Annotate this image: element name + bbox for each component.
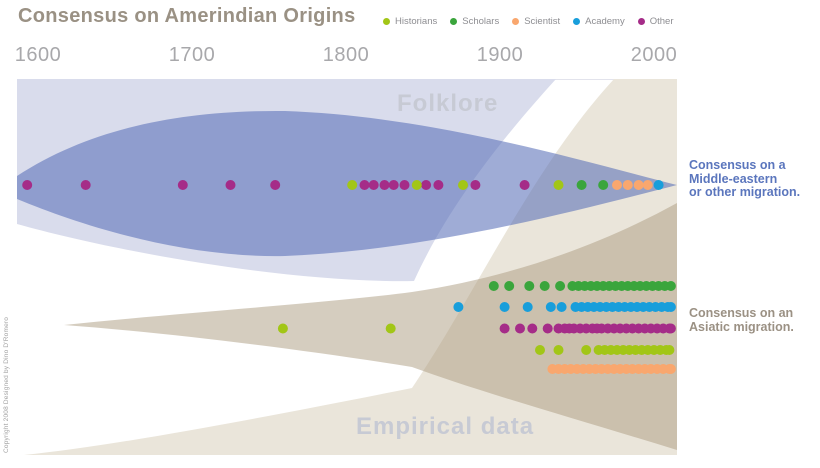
data-point-other xyxy=(270,180,281,190)
annotation-line: Consensus on a xyxy=(689,158,786,172)
data-point-other xyxy=(527,323,538,334)
legend-dot-icon xyxy=(512,18,520,25)
annotation-line: Middle-eastern xyxy=(689,171,778,186)
legend-item-historians: Historians xyxy=(383,16,437,27)
data-point-other xyxy=(470,180,481,190)
legend-item-scientist: Scientist xyxy=(512,16,560,27)
data-point-scholars xyxy=(598,180,609,190)
data-points-layer xyxy=(22,180,676,374)
legend-label: Scholars xyxy=(462,16,500,27)
data-point-historians xyxy=(664,345,675,355)
data-point-academy xyxy=(522,302,533,312)
empirical-band-label: Empirical data xyxy=(356,413,535,440)
data-point-academy xyxy=(499,302,510,312)
legend-item-scholars: Scholars xyxy=(450,16,499,27)
data-point-historians xyxy=(553,180,564,190)
asiatic-consensus-label: Consensus on an Asiatic migration. xyxy=(689,306,794,334)
data-point-other xyxy=(519,180,530,190)
data-point-other xyxy=(388,180,399,190)
axis-tick-1800: 1800 xyxy=(322,44,370,66)
data-point-other xyxy=(177,180,188,190)
data-point-other xyxy=(665,323,676,334)
data-point-other xyxy=(359,180,370,190)
data-point-scientist xyxy=(612,180,622,190)
axis-tick-1900: 1900 xyxy=(476,44,524,66)
data-point-scholars xyxy=(555,281,566,291)
legend-dot-icon xyxy=(450,18,458,25)
data-point-academy xyxy=(453,302,464,312)
data-point-other xyxy=(515,323,525,334)
axis-tick-2000: 2000 xyxy=(630,44,678,66)
copyright-note: Copyright 2008 Designed by Dino D'Romero xyxy=(3,316,10,453)
axis-tick-1600: 1600 xyxy=(14,44,62,66)
legend-label: Scientist xyxy=(524,16,561,27)
data-point-academy xyxy=(545,302,556,312)
data-point-academy xyxy=(556,302,567,312)
legend: Historians Scholars Scientist Academy Other xyxy=(383,16,674,27)
data-point-historians xyxy=(535,345,545,355)
data-point-scholars xyxy=(576,180,587,190)
data-point-historians xyxy=(553,345,564,355)
legend-dot-icon xyxy=(637,18,645,25)
data-point-historians xyxy=(458,180,468,190)
data-point-other xyxy=(80,180,91,190)
data-point-other xyxy=(399,180,410,190)
data-point-other xyxy=(433,180,444,190)
data-point-scientist xyxy=(665,364,676,374)
folklore-band-label: Folklore xyxy=(397,90,499,117)
data-point-scientist xyxy=(633,180,644,190)
folklore-consensus-lens xyxy=(17,110,677,257)
legend-item-academy: Academy xyxy=(573,16,625,27)
data-point-other xyxy=(368,180,379,190)
data-point-other xyxy=(499,323,510,334)
data-point-scholars xyxy=(488,281,499,291)
data-point-scholars xyxy=(524,281,535,291)
data-point-historians xyxy=(277,323,288,334)
data-point-scientist xyxy=(642,180,653,190)
axis-tick-1700: 1700 xyxy=(168,44,216,66)
legend-dot-icon xyxy=(383,18,390,25)
annotation-line: Consensus on an xyxy=(689,306,794,320)
page-title: Consensus on Amerindian Origins xyxy=(18,5,356,27)
data-point-scholars xyxy=(504,281,515,291)
data-point-historians xyxy=(411,180,422,190)
data-point-historians xyxy=(347,180,358,190)
legend-label: Historians xyxy=(395,16,438,27)
data-point-historians xyxy=(581,345,592,355)
data-point-scholars xyxy=(665,281,676,291)
data-point-other xyxy=(421,180,432,190)
empirical-consensus-lens xyxy=(64,203,677,450)
data-point-academy xyxy=(653,180,664,190)
legend-label: Other xyxy=(649,16,674,27)
legend-item-other: Other xyxy=(637,16,674,27)
data-point-historians xyxy=(385,323,396,334)
axis: 1600 1700 1800 1900 2000 xyxy=(0,44,820,68)
data-point-scientist xyxy=(622,180,633,190)
legend-label: Academy xyxy=(585,16,625,27)
data-point-other xyxy=(542,323,553,334)
annotation-line: Asiatic migration. xyxy=(689,319,794,334)
data-point-other xyxy=(22,180,33,190)
data-point-scholars xyxy=(539,281,550,291)
middle-eastern-consensus-label: Consensus on a Middle-eastern or other m… xyxy=(689,158,801,200)
data-point-other xyxy=(379,180,390,190)
data-point-academy xyxy=(665,302,676,312)
legend-dot-icon xyxy=(573,18,581,25)
data-point-other xyxy=(225,180,236,190)
annotation-line: or other migration. xyxy=(689,185,801,199)
